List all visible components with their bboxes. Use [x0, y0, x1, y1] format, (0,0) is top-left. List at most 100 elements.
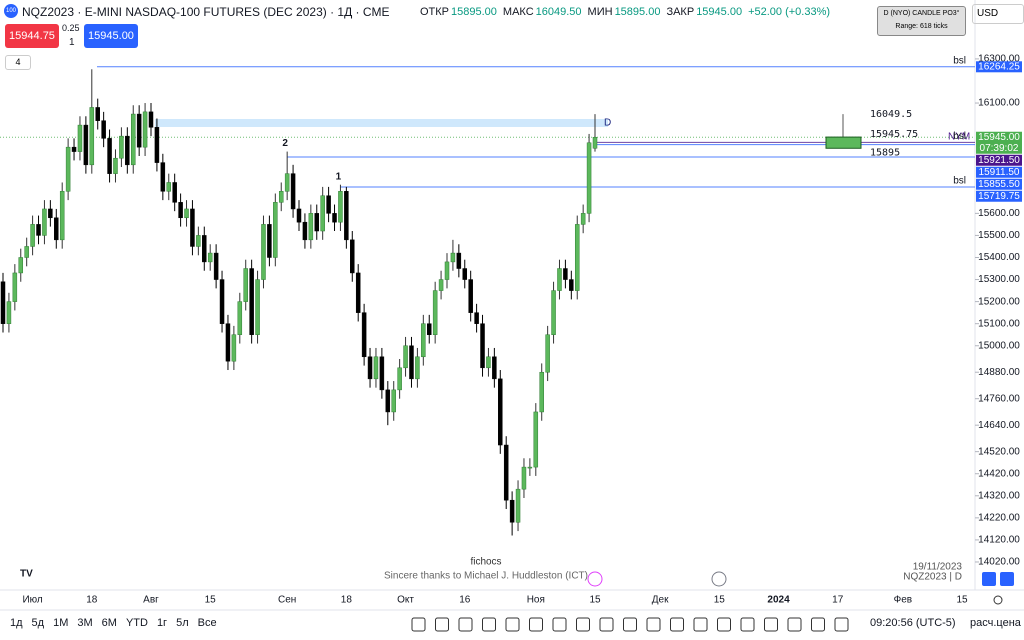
ohlc-value: 16049.50	[535, 6, 582, 18]
candle-body	[373, 356, 379, 380]
timeframe: 1М	[53, 617, 69, 629]
projection-label: 16049.5	[870, 109, 912, 120]
tool-icon[interactable]	[740, 617, 755, 632]
tool-icon[interactable]	[787, 617, 802, 632]
candle-body	[367, 356, 373, 380]
event-icon[interactable]	[587, 571, 603, 587]
price-label-text: 15855.50	[978, 179, 1020, 190]
tool-icon[interactable]	[411, 617, 426, 632]
candle-body	[350, 239, 355, 274]
tool-icon[interactable]	[670, 617, 684, 632]
candle-body	[462, 268, 468, 280]
y-tick-label: 15100.00	[978, 318, 1020, 329]
y-tick-label: 15500.00	[978, 230, 1020, 241]
tool-icon[interactable]	[693, 617, 708, 632]
y-tick-label: 14420.00	[978, 468, 1020, 479]
candle-body	[432, 290, 438, 335]
candle-body	[480, 323, 485, 369]
settings-icon[interactable]	[993, 595, 1003, 605]
x-tick-label: 18	[341, 595, 353, 606]
price-label	[976, 190, 1022, 202]
tool-icon[interactable]	[505, 617, 520, 632]
candle-body	[136, 113, 142, 148]
candle-body	[379, 356, 385, 391]
tool-icon[interactable]	[623, 617, 637, 632]
tool-icon[interactable]	[576, 617, 590, 632]
currency-select[interactable]: USD	[972, 4, 1024, 24]
tool-icon[interactable]	[764, 617, 778, 632]
tool-icon[interactable]	[552, 617, 567, 632]
candle-body	[202, 235, 207, 263]
candle-body	[267, 224, 272, 258]
candle-body	[278, 191, 284, 203]
candle-body	[12, 272, 18, 302]
price-mode[interactable]: расч.цена	[970, 617, 1021, 629]
candle-body	[30, 224, 35, 247]
candle-body	[468, 279, 473, 313]
indicator-toggle[interactable]: 4	[5, 55, 31, 70]
candle-body	[344, 191, 349, 241]
level-note: bsl	[953, 131, 966, 142]
candle-body	[385, 389, 391, 413]
tv-logo: TV	[20, 569, 33, 580]
projection-label: 15945.75	[870, 129, 918, 140]
candle-body	[320, 195, 325, 232]
price-label	[976, 154, 1022, 166]
level-note: bsl	[953, 176, 966, 187]
price-label-text: 15719.75	[978, 191, 1020, 202]
ohlc-change: +52.00 (+0.33%)	[748, 6, 831, 18]
tool-icon[interactable]	[529, 617, 543, 632]
sell-button[interactable]: 15944.75	[5, 24, 59, 48]
buy-button[interactable]: 15945.00	[84, 24, 138, 48]
tool-icon[interactable]	[811, 617, 825, 632]
price-label-text: 15945.00	[978, 132, 1020, 143]
candle-body	[24, 246, 29, 258]
tool-icon[interactable]	[646, 617, 661, 632]
auto-scale-button[interactable]	[982, 572, 996, 586]
candle-body	[545, 334, 550, 373]
dividend-icon[interactable]	[711, 571, 727, 587]
y-tick-label: 15300.00	[978, 274, 1020, 285]
candle-body	[355, 272, 361, 313]
candle-body	[255, 279, 260, 335]
candle-body	[54, 217, 59, 241]
log-scale-button[interactable]	[1000, 572, 1014, 586]
candle-body	[302, 221, 308, 241]
y-tick-label: 16100.00	[978, 98, 1020, 109]
spread: 0.25	[62, 23, 80, 33]
candle-body	[107, 138, 112, 174]
tool-icon[interactable]	[435, 617, 449, 632]
candle-body	[95, 107, 100, 121]
candle-body	[101, 120, 106, 139]
candle-body	[338, 191, 343, 223]
candle-body	[415, 356, 420, 380]
swing-label: 1	[336, 171, 342, 182]
x-tick-label: 2024	[767, 595, 790, 606]
indicator-range: Range: 618 ticks	[895, 23, 948, 30]
x-tick-label: Фев	[894, 595, 912, 606]
candle-body	[42, 208, 47, 236]
candle-body	[456, 252, 462, 269]
ohlc-label: ЗАКР	[666, 6, 695, 18]
symbol-title[interactable]: NQZ2023 · E-MINI NASDAQ-100 FUTURES (DEC…	[22, 5, 390, 19]
ohlc-label: МАКС	[502, 6, 534, 18]
tool-icon[interactable]	[834, 617, 849, 632]
candle-body	[557, 268, 562, 291]
projection-body	[825, 136, 862, 149]
candle-body	[574, 224, 580, 291]
tool-icon[interactable]	[458, 617, 473, 632]
tool-icon[interactable]	[599, 617, 614, 632]
candle-body	[308, 213, 314, 241]
swing-label: 2	[282, 138, 288, 149]
tool-icon[interactable]	[482, 617, 496, 632]
x-tick-label: Дек	[652, 595, 669, 606]
tool-icon[interactable]	[717, 617, 731, 632]
candle-body	[492, 356, 497, 380]
zone-label: D	[604, 118, 611, 129]
candle-body	[403, 345, 408, 369]
x-tick-label: 15	[589, 595, 601, 606]
candle-body	[142, 111, 148, 148]
price-label	[976, 178, 1022, 190]
